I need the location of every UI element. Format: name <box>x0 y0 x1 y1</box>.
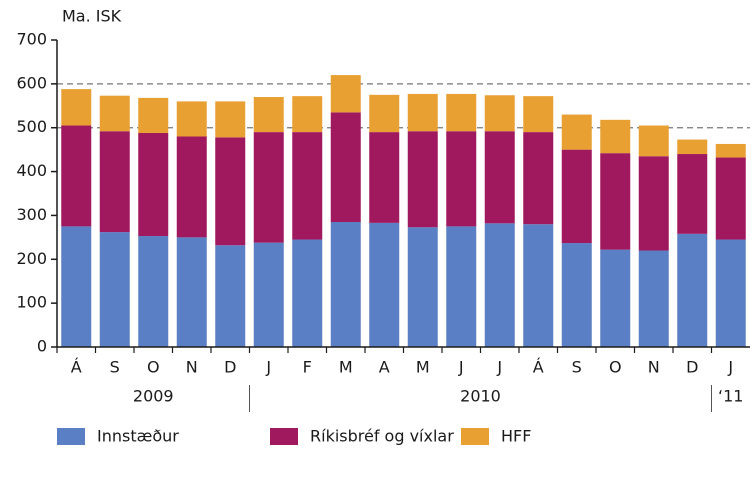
x-tick-label: O <box>609 358 622 377</box>
legend-swatch <box>461 428 489 445</box>
bar-segment <box>484 95 515 132</box>
bar-segment <box>253 97 284 133</box>
x-tick-label: A <box>379 358 390 377</box>
bar-segment <box>638 156 669 251</box>
bar-segment <box>292 96 323 133</box>
x-tick-label: S <box>110 358 120 377</box>
bar-segment <box>176 101 207 137</box>
legend-swatch <box>270 428 298 445</box>
bar-segment <box>677 233 708 347</box>
bar-segment <box>369 94 400 133</box>
bar-segment <box>523 132 554 225</box>
bar-segment <box>561 243 592 347</box>
bar-segment <box>715 157 746 240</box>
bar-segment <box>715 239 746 347</box>
year-label: ‘11 <box>718 387 743 406</box>
y-tick-label: 100 <box>16 293 47 312</box>
bar-segment <box>253 132 284 243</box>
bar-segment <box>523 224 554 347</box>
x-tick-label: Á <box>533 358 544 377</box>
y-axis-label: Ma. ISK <box>62 7 122 26</box>
y-tick-label: 700 <box>16 30 47 49</box>
x-tick-label: J <box>458 358 464 377</box>
legend-label: Innstæður <box>97 427 179 446</box>
y-tick-label: 600 <box>16 73 47 92</box>
bar-segment <box>600 249 631 347</box>
bar-segment <box>215 101 246 138</box>
bar-segment <box>677 139 708 155</box>
bar-segment <box>292 239 323 347</box>
bar-segment <box>138 132 169 237</box>
legend-swatch <box>57 428 85 445</box>
bar-segment <box>138 97 169 133</box>
legend-label: HFF <box>501 427 531 446</box>
bar-segment <box>369 132 400 223</box>
bar-segment <box>446 131 477 227</box>
bar-segment <box>600 119 631 154</box>
bar-segment <box>638 250 669 347</box>
x-tick-label: N <box>186 358 198 377</box>
x-tick-label: F <box>303 358 312 377</box>
y-tick-label: 0 <box>37 337 47 356</box>
bar-segment <box>407 93 438 132</box>
x-tick-label: D <box>224 358 236 377</box>
bar-segment <box>99 232 130 347</box>
bar-segment <box>253 242 284 347</box>
x-tick-label: J <box>496 358 502 377</box>
x-tick-label: N <box>648 358 660 377</box>
bar-segment <box>215 245 246 347</box>
x-tick-label: Á <box>71 358 82 377</box>
bar-segment <box>484 223 515 347</box>
bar-segment <box>638 125 669 157</box>
bar-segment <box>61 226 92 347</box>
bar-segment <box>407 227 438 347</box>
bar-segment <box>561 114 592 150</box>
bar-segment <box>561 149 592 244</box>
x-tick-label: M <box>339 358 353 377</box>
y-tick-label: 400 <box>16 161 47 180</box>
bar-segment <box>484 131 515 224</box>
bar-segment <box>330 75 361 113</box>
bar-segment <box>677 154 708 234</box>
bar-segment <box>138 236 169 347</box>
bar-segment <box>99 131 130 233</box>
bar-segment <box>176 136 207 238</box>
y-tick-label: 500 <box>16 117 47 136</box>
y-tick-label: 200 <box>16 249 47 268</box>
bar-segment <box>407 131 438 228</box>
year-label: 2009 <box>133 387 174 406</box>
legend-label: Ríkisbréf og víxlar <box>310 427 454 446</box>
x-tick-label: M <box>416 358 430 377</box>
bar-segment <box>330 222 361 347</box>
x-tick-label: D <box>686 358 698 377</box>
bar-segment <box>369 222 400 347</box>
x-tick-label: S <box>572 358 582 377</box>
y-tick-label: 300 <box>16 205 47 224</box>
bar-segment <box>330 112 361 223</box>
x-tick-label: J <box>265 358 271 377</box>
bar-segment <box>61 89 92 126</box>
bar-segment <box>61 125 92 227</box>
bar-segment <box>215 137 246 246</box>
bar-segment <box>292 132 323 240</box>
bar-segment <box>715 143 746 158</box>
bar-segment <box>446 93 477 132</box>
x-tick-label: J <box>727 358 733 377</box>
bar-segment <box>523 96 554 133</box>
bar-segment <box>446 226 477 347</box>
bar-segment <box>99 95 130 132</box>
year-label: 2010 <box>460 387 501 406</box>
bar-segment <box>176 237 207 347</box>
x-tick-label: O <box>147 358 160 377</box>
bar-segment <box>600 153 631 250</box>
